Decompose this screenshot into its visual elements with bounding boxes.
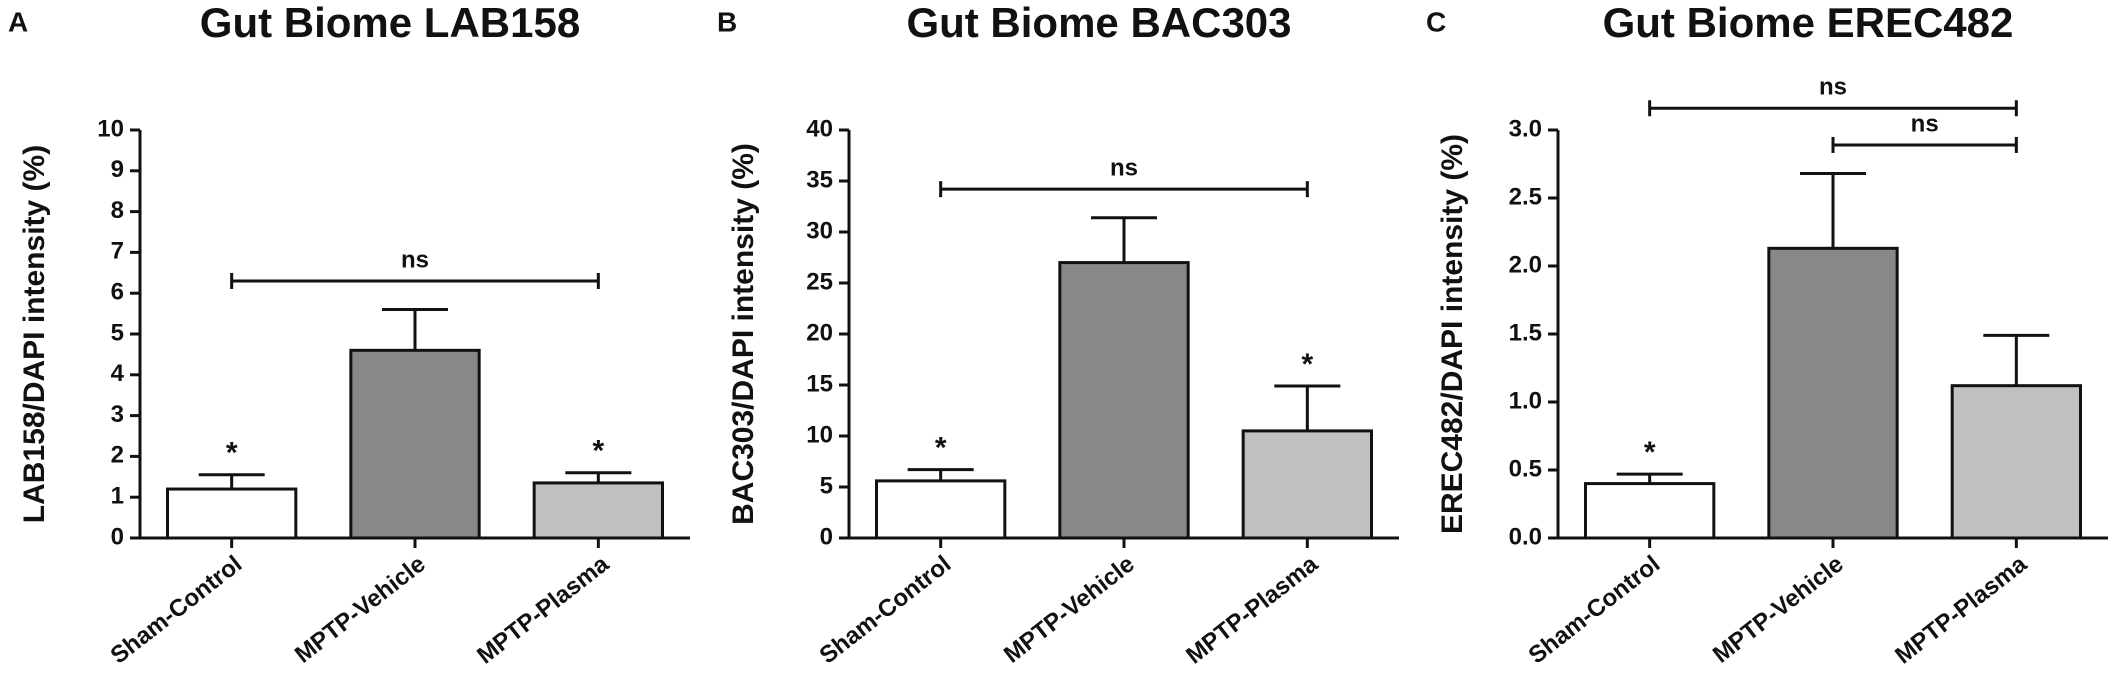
significance-marker: * — [592, 435, 604, 468]
chart-title: Gut Biome EREC482 — [1603, 0, 2014, 46]
significance-marker: * — [1644, 436, 1656, 469]
y-tick-label: 0.5 — [1509, 455, 1542, 482]
y-axis-label: BAC303/DAPI intensity (%) — [727, 143, 760, 525]
y-tick-label: 15 — [806, 370, 833, 397]
y-tick-label: 40 — [806, 115, 833, 142]
x-tick-label: MPTP-Vehicle — [290, 550, 431, 668]
panel-label: A — [8, 6, 28, 37]
y-tick-label: 35 — [806, 166, 833, 193]
y-tick-label: 1.5 — [1509, 319, 1542, 346]
bracket-label: ns — [1819, 74, 1847, 101]
x-tick-label: Sham-Control — [106, 550, 248, 669]
panel: B Gut Biome BAC303 BAC303/DAPI intensity (… — [717, 0, 1399, 669]
y-tick-label: 0 — [820, 523, 833, 550]
y-tick-label: 3.0 — [1509, 115, 1542, 142]
y-tick-label: 1 — [111, 483, 124, 510]
bar — [1584, 482, 1716, 540]
bar — [875, 479, 1007, 540]
y-tick-label: 0.0 — [1509, 523, 1542, 550]
y-tick-label: 0 — [111, 523, 124, 550]
bar — [166, 487, 298, 540]
y-tick-label: 9 — [111, 156, 124, 183]
y-tick-label: 2.0 — [1509, 251, 1542, 278]
y-tick-label: 10 — [97, 115, 124, 142]
bracket-label: ns — [401, 246, 429, 273]
y-tick-label: 25 — [806, 268, 833, 295]
panel: C Gut Biome EREC482 EREC482/DAPI intensity… — [1426, 0, 2108, 669]
y-tick-label: 3 — [111, 401, 124, 428]
y-tick-label: 10 — [806, 421, 833, 448]
x-tick-label: MPTP-Vehicle — [1708, 550, 1849, 668]
y-tick-label: 4 — [111, 360, 125, 387]
chart-title: Gut Biome LAB158 — [200, 0, 580, 46]
y-tick-label: 30 — [806, 217, 833, 244]
x-tick-label: MPTP-Vehicle — [999, 550, 1140, 668]
y-tick-label: 5 — [111, 319, 124, 346]
y-tick-label: 6 — [111, 279, 124, 306]
significance-marker: * — [226, 437, 238, 470]
y-tick-label: 5 — [820, 472, 833, 499]
x-tick-label: MPTP-Plasma — [472, 550, 614, 669]
panel-label: C — [1426, 6, 1446, 37]
y-tick-label: 20 — [806, 319, 833, 346]
bar — [1058, 261, 1190, 540]
panel: A Gut Biome LAB158 LAB158/DAPI intensity (… — [8, 0, 690, 669]
y-tick-label: 7 — [111, 238, 124, 265]
y-axis-label: EREC482/DAPI intensity (%) — [1436, 134, 1469, 534]
y-tick-label: 2 — [111, 442, 124, 469]
y-tick-label: 2.5 — [1509, 183, 1542, 210]
bar — [349, 348, 481, 540]
bar — [1241, 429, 1374, 540]
x-tick-label: Sham-Control — [815, 550, 957, 669]
significance-marker: * — [935, 432, 947, 465]
significance-marker: * — [1301, 348, 1313, 381]
bracket-label: ns — [1110, 155, 1138, 182]
x-tick-label: Sham-Control — [1524, 550, 1666, 669]
x-tick-label: MPTP-Plasma — [1181, 550, 1323, 669]
y-tick-label: 1.0 — [1509, 387, 1542, 414]
bar — [1950, 384, 2083, 540]
chart-title: Gut Biome BAC303 — [906, 0, 1291, 46]
bar — [1767, 246, 1899, 540]
bracket-label: ns — [1911, 110, 1939, 137]
y-axis-label: LAB158/DAPI intensity (%) — [18, 145, 51, 523]
panel-label: B — [717, 6, 737, 37]
y-tick-label: 8 — [111, 197, 124, 224]
x-tick-label: MPTP-Plasma — [1890, 550, 2032, 669]
bar — [532, 481, 665, 540]
